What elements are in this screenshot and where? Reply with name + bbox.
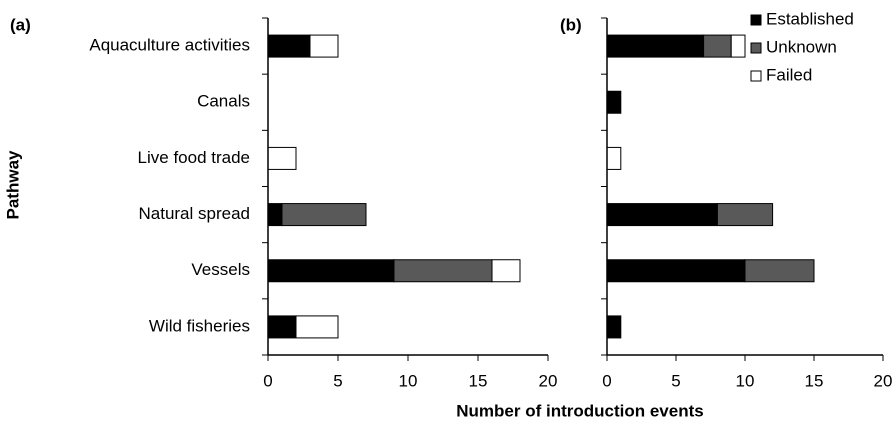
y-axis-label: Pathway: [3, 150, 22, 220]
bar-segment: [491, 259, 521, 283]
bar-segment: [606, 315, 622, 339]
x-tick-label: 0: [263, 371, 272, 390]
legend-label: Unknown: [766, 37, 837, 56]
bar-segment: [730, 34, 746, 58]
bar-segment: [267, 315, 297, 339]
y-tick-label: Live food trade: [138, 148, 250, 167]
x-axis-label: Number of introduction events: [456, 401, 703, 420]
bar-segment: [267, 34, 311, 58]
y-tick-label: Vessels: [191, 260, 250, 279]
y-tick-label: Aquaculture activities: [89, 36, 250, 55]
y-tick-label: Natural spread: [138, 204, 250, 223]
bar-segment: [295, 315, 339, 339]
x-tick-label: 5: [671, 371, 680, 390]
x-tick-label: 15: [805, 371, 824, 390]
legend-label: Established: [766, 9, 854, 28]
x-tick-label: 0: [602, 371, 611, 390]
legend-swatch: [750, 42, 762, 54]
y-tick-label: Wild fisheries: [149, 316, 250, 335]
x-tick-label: 20: [874, 371, 893, 390]
x-tick-label: 10: [736, 371, 755, 390]
bar-segment: [267, 146, 297, 170]
bar-segment: [267, 259, 395, 283]
bar-segment: [716, 203, 774, 227]
x-tick-label: 10: [399, 371, 418, 390]
bar-segment: [606, 203, 718, 227]
x-tick-label: 15: [469, 371, 488, 390]
x-tick-label: 20: [539, 371, 558, 390]
bar-segment: [606, 34, 705, 58]
legend-swatch: [750, 14, 762, 26]
legend-label: Failed: [766, 65, 812, 84]
bar-segment: [393, 259, 493, 283]
bar-segment: [606, 146, 622, 170]
x-tick-label: 5: [333, 371, 342, 390]
bar-segment: [309, 34, 339, 58]
bar-segment: [744, 259, 815, 283]
panel-label: (b): [560, 15, 582, 34]
y-tick-label: Canals: [197, 92, 250, 111]
bar-segment: [267, 203, 283, 227]
bar-segment: [281, 203, 367, 227]
bar-segment: [606, 90, 622, 114]
legend-swatch: [750, 70, 762, 82]
bar-segment: [703, 34, 732, 58]
bar-segment: [606, 259, 746, 283]
panel-label: (a): [10, 15, 31, 34]
